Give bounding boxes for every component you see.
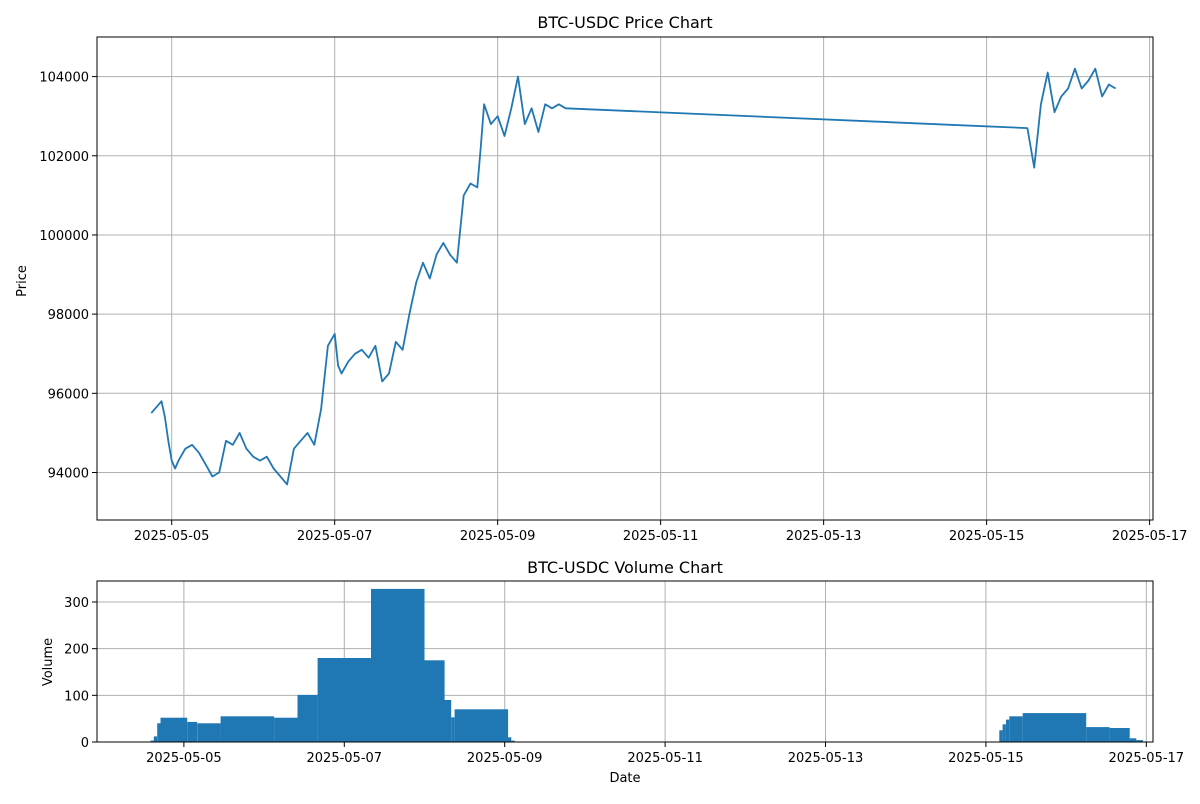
volume-y-ticks: 0 100 200 300 (64, 596, 97, 751)
price-chart-title: BTC-USDC Price Chart (537, 13, 712, 32)
y-tick-label: 94000 (48, 466, 89, 481)
volume-x-ticks: 2025-05-05 2025-05-07 2025-05-09 2025-05-11… (146, 742, 1184, 766)
price-plot-frame (96, 36, 1154, 521)
price-y-ticks: 94000 96000 98000 100000 102000 104000 (39, 71, 97, 481)
x-tick-label: 2025-05-13 (788, 751, 864, 766)
x-tick-label: 2025-05-05 (146, 751, 222, 766)
volume-bar (297, 694, 318, 742)
y-tick-label: 100 (64, 689, 89, 704)
volume-chart-title: BTC-USDC Volume Chart (527, 558, 723, 577)
volume-bar (1086, 727, 1110, 742)
volume-bar (197, 723, 221, 742)
y-tick-label: 102000 (39, 150, 89, 165)
y-tick-label: 0 (81, 736, 89, 751)
price-chart: BTC-USDC Price Chart Price 2025-05-05 202… (15, 13, 1187, 544)
volume-bar (220, 716, 275, 742)
x-tick-label: 2025-05-09 (467, 751, 543, 766)
y-tick-label: 98000 (48, 308, 89, 323)
volume-bar (1002, 724, 1006, 742)
price-x-ticks: 2025-05-05 2025-05-07 2025-05-09 2025-05-11… (134, 520, 1187, 544)
volume-bar (187, 721, 198, 742)
y-tick-label: 96000 (48, 387, 89, 402)
y-tick-label: 300 (64, 596, 89, 611)
volume-bars (150, 588, 1143, 742)
volume-bar (1009, 716, 1023, 742)
x-tick-label: 2025-05-15 (948, 751, 1024, 766)
price-grid (97, 37, 1153, 520)
price-line (150, 67, 1117, 486)
volume-bar (1022, 713, 1087, 742)
price-y-axis-label: Price (15, 265, 30, 297)
x-tick-label: 2025-05-17 (1109, 751, 1185, 766)
volume-bar (274, 717, 298, 742)
volume-bar (424, 660, 445, 742)
volume-x-axis-label: Date (609, 771, 640, 786)
x-tick-label: 2025-05-15 (949, 529, 1025, 544)
x-tick-label: 2025-05-17 (1112, 529, 1188, 544)
x-tick-label: 2025-05-09 (460, 529, 536, 544)
x-tick-label: 2025-05-05 (134, 529, 210, 544)
volume-bar (1006, 719, 1010, 742)
volume-chart: BTC-USDC Volume Chart Volume Date 2025-0… (41, 558, 1184, 786)
volume-bar (451, 717, 455, 742)
price-series (150, 67, 1117, 486)
volume-bar (508, 737, 512, 742)
volume-bar (157, 723, 161, 742)
volume-bar (454, 709, 509, 742)
volume-bar (1109, 728, 1130, 742)
volume-bar (1136, 740, 1143, 742)
volume-bar (371, 588, 425, 742)
volume-bar (999, 730, 1003, 742)
x-tick-label: 2025-05-13 (786, 529, 862, 544)
volume-bar (444, 700, 452, 742)
volume-plot-frame (96, 580, 1154, 743)
volume-bar (153, 736, 158, 742)
x-tick-label: 2025-05-07 (307, 751, 383, 766)
volume-bar (511, 740, 515, 742)
x-tick-label: 2025-05-11 (623, 529, 699, 544)
volume-bar (317, 658, 372, 742)
x-tick-label: 2025-05-07 (297, 529, 373, 544)
volume-bar (160, 717, 188, 742)
volume-y-axis-label: Volume (41, 638, 56, 686)
y-tick-label: 100000 (39, 229, 89, 244)
y-tick-label: 104000 (39, 71, 89, 86)
volume-bar (1129, 738, 1137, 742)
volume-bar (150, 740, 154, 742)
x-tick-label: 2025-05-11 (627, 751, 703, 766)
y-tick-label: 200 (64, 643, 89, 658)
